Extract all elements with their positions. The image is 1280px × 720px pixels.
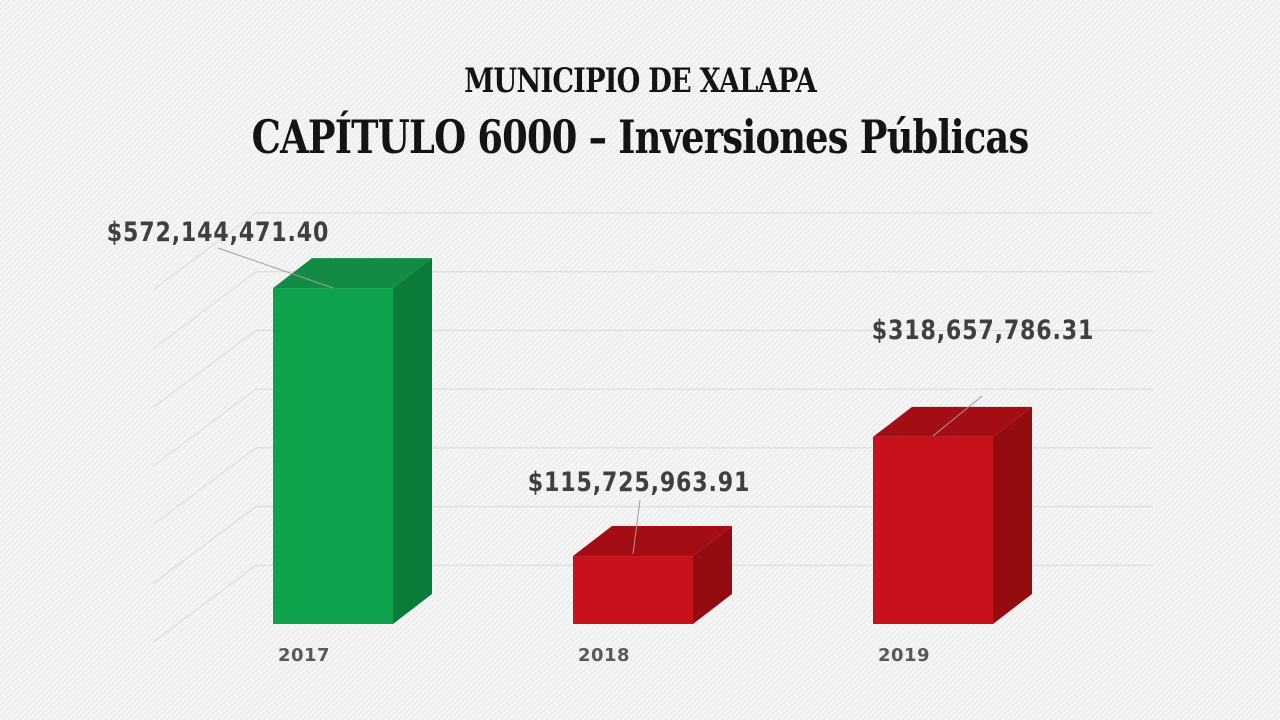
gridline-depth — [152, 271, 257, 350]
bar-front-face — [273, 288, 393, 624]
axis-label-2019: 2019 — [877, 645, 931, 666]
bar-2019 — [873, 406, 1032, 624]
bar-front-face — [873, 436, 993, 624]
bar-front-face — [573, 556, 693, 624]
bar-side-face — [693, 526, 732, 624]
data-label-2017: $572,144,471.40 — [106, 217, 330, 248]
bar-side-face — [993, 406, 1032, 624]
bar-2017 — [273, 258, 432, 624]
leader-line — [632, 499, 641, 555]
bar-2018 — [573, 526, 732, 624]
leader-line — [217, 247, 334, 289]
bar-top-face — [873, 406, 1032, 437]
gridline-depth — [152, 564, 257, 643]
bar-side-face — [393, 258, 432, 624]
leader-line — [932, 395, 983, 437]
gridline-depth — [152, 506, 257, 584]
gridline-depth — [152, 212, 257, 291]
axis-label-2017: 2017 — [277, 645, 331, 666]
slide-subtitle: MUNICIPIO DE XALAPA — [464, 61, 817, 101]
data-label-2019: $318,657,786.31 — [871, 315, 1095, 346]
data-label-2018: $115,725,963.91 — [527, 467, 751, 498]
bar-top-face — [573, 526, 732, 557]
axis-label-2018: 2018 — [577, 645, 631, 666]
gridline-depth — [152, 388, 257, 467]
gridline-depth — [152, 447, 257, 526]
slide-title: CAPÍTULO 6000 – Inversiones Públicas — [251, 110, 1030, 164]
gridline-depth — [152, 330, 257, 408]
